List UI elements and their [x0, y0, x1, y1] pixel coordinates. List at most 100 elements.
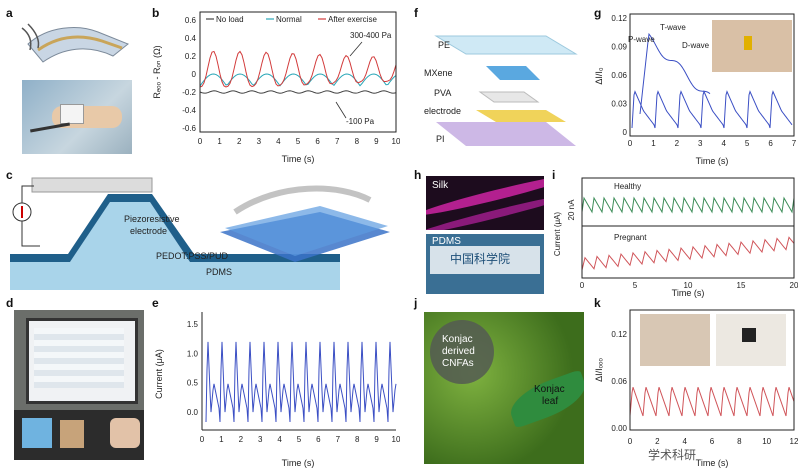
panel-label-g: g: [594, 6, 602, 20]
k-x-tick-6: 12: [790, 437, 798, 446]
i-healthy-label: Healthy: [614, 182, 641, 191]
f-layer-mxene: MXene: [424, 68, 453, 78]
g-x-tick-5: 5: [745, 139, 750, 148]
c-piezo-label: Piezoresistive: [124, 214, 180, 224]
k-xlabel: Time (s): [696, 458, 729, 468]
b-y-tick-2: 0.2: [185, 52, 197, 61]
k-series-pulse: [629, 386, 795, 417]
h-silk-photo: Silk: [426, 176, 544, 230]
i-x-tick-4: 20: [790, 281, 798, 290]
f-layer-electrode: electrode: [424, 106, 461, 116]
c-electrode-label: electrode: [130, 226, 167, 236]
k-x-tick-3: 6: [710, 437, 715, 446]
panel-d-photo: [14, 310, 144, 460]
b-y-tick-6: -0.6: [182, 124, 196, 133]
panel-label-c: c: [6, 168, 13, 182]
e-x-tick-4: 4: [277, 435, 282, 444]
i-series-pregnant: [581, 236, 795, 271]
b-y-tick-0: 0.6: [185, 16, 197, 25]
b-y-tick-1: 0.4: [185, 34, 197, 43]
e-y-tick-0: 1.5: [187, 320, 199, 329]
e-x-tick-6: 6: [316, 435, 321, 444]
wrist-photo: [22, 80, 132, 154]
b-x-tick-1: 1: [217, 137, 222, 146]
j-konjac-photo: [424, 312, 584, 464]
panel-label-i: i: [552, 168, 556, 182]
e-series-current: [205, 341, 397, 423]
j-cnfa-line-2: derived: [442, 346, 475, 357]
panel-label-k: k: [594, 296, 601, 310]
k-x-tick-4: 8: [737, 437, 742, 446]
i-ylabel: Current (μA): [553, 212, 562, 257]
b-annot-high: 300-400 Pa: [350, 31, 392, 40]
g-y-tick-2: 0.06: [611, 71, 627, 80]
i-x-tick-2: 10: [684, 281, 693, 290]
e-x-tick-3: 3: [258, 435, 263, 444]
b-y-tick-5: -0.4: [182, 106, 196, 115]
i-scale-label: 20 nA: [567, 199, 576, 221]
k-y-tick-0: 0.12: [611, 330, 627, 339]
panel-label-h: h: [414, 168, 422, 182]
j-labels: Konjac derived CNFAs Konjac leaf: [442, 334, 565, 407]
g-xlabel: Time (s): [696, 156, 729, 166]
b-legend-no-load: No load: [216, 15, 244, 24]
h-badge-text: 中国科学院: [450, 252, 511, 266]
panel-c-schematic: Piezoresistive electrode PEDOT:PSS/PUD P…: [10, 177, 390, 290]
panel-label-j: j: [414, 296, 418, 310]
g-y-tick-0: 0.12: [611, 14, 627, 23]
panel-f-layers: PE MXene PVA electrode PI: [424, 35, 578, 146]
g-x-tick-6: 6: [768, 139, 773, 148]
b-legend-normal: Normal: [276, 15, 302, 24]
b-legend-after-exercise: After exercise: [328, 15, 377, 24]
b-annot-low: -100 Pa: [346, 117, 375, 126]
panel-i-chart: 0 5 10 15 20 Healthy Pregnant 20 nA Current …: [553, 177, 798, 298]
b-series-no-load: [199, 90, 397, 94]
flexible-device-illustration: [21, 23, 129, 63]
h-silk-label: Silk: [432, 180, 449, 191]
i-xlabel: Time (s): [672, 288, 705, 298]
e-x-tick-2: 2: [239, 435, 244, 444]
b-x-tick-6: 6: [315, 137, 320, 146]
b-x-tick-2: 2: [237, 137, 242, 146]
panel-k-chart: 0.12 0.06 0.00 0 2 4 6 8 10 12 Time (s) ΔI/Iₒₒₒ: [594, 309, 798, 468]
watermark-text: 学术科研: [648, 448, 697, 462]
b-axes-frame: [199, 11, 397, 133]
g-x-tick-0: 0: [628, 139, 633, 148]
b-x-tick-9: 9: [374, 137, 379, 146]
b-y-tick-3: 0: [192, 70, 197, 79]
k-x-tick-0: 0: [628, 437, 633, 446]
b-xlabel: Time (s): [282, 154, 315, 164]
panel-label-d: d: [6, 296, 14, 310]
panel-b-chart: 0.6 0.4 0.2 0 -0.2 -0.4 -0.6 0 1 2 3 4 5 6 7 8 9 10 Time…: [152, 11, 400, 164]
b-series-after-exercise: [199, 50, 397, 88]
e-y-tick-1: 1.0: [187, 349, 199, 358]
i-x-tick-1: 5: [633, 281, 638, 290]
k-x-tick-2: 4: [682, 437, 687, 446]
e-x-tick-8: 8: [355, 435, 360, 444]
h-pdms-label: PDMS: [432, 236, 461, 247]
i-x-tick-3: 15: [737, 281, 746, 290]
c-pedot-label: PEDOT:PSS/PUD: [156, 251, 229, 261]
e-y-tick-3: 0.0: [187, 408, 199, 417]
b-x-tick-4: 4: [276, 137, 281, 146]
g-x-tick-4: 4: [721, 139, 726, 148]
h-pdms-photo: PDMS 中国科学院: [426, 234, 544, 294]
b-series-normal: [199, 73, 397, 87]
i-x-tick-0: 0: [580, 281, 585, 290]
b-legend: No load Normal After exercise: [206, 15, 377, 24]
e-x-tick-10: 10: [392, 435, 400, 444]
e-ylabel: Current (μA): [154, 349, 164, 399]
k-y-tick-2: 0.00: [611, 424, 627, 433]
f-layer-pi: PI: [436, 134, 445, 144]
g-ylabel: ΔI/I₀: [594, 67, 604, 85]
b-x-tick-5: 5: [296, 137, 301, 146]
e-x-tick-0: 0: [200, 435, 205, 444]
panel-label-a: a: [6, 6, 13, 20]
g-y-tick-1: 0.09: [611, 43, 627, 52]
b-x-tick-8: 8: [355, 137, 360, 146]
e-y-tick-2: 0.5: [187, 379, 199, 388]
c-pdms-label: PDMS: [206, 267, 232, 277]
g-series-pulse: [631, 90, 793, 129]
b-x-tick-0: 0: [198, 137, 203, 146]
e-x-tick-9: 9: [374, 435, 379, 444]
